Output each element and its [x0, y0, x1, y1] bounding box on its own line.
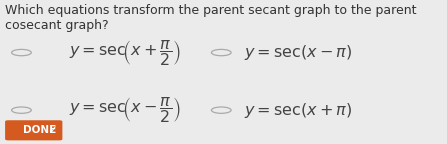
- FancyBboxPatch shape: [6, 121, 62, 140]
- Text: $y = \mathrm{sec}\!\left(x+\dfrac{\pi}{2}\right)$: $y = \mathrm{sec}\!\left(x+\dfrac{\pi}{2…: [69, 38, 181, 68]
- Text: ✓: ✓: [47, 124, 57, 137]
- Text: $y = \mathrm{sec}(x-\pi)$: $y = \mathrm{sec}(x-\pi)$: [244, 43, 352, 62]
- Text: Which equations transform the parent secant graph to the parent cosecant graph?: Which equations transform the parent sec…: [5, 4, 417, 32]
- Text: DONE: DONE: [23, 125, 56, 135]
- Text: $y = \mathrm{sec}\!\left(x-\dfrac{\pi}{2}\right)$: $y = \mathrm{sec}\!\left(x-\dfrac{\pi}{2…: [69, 95, 181, 125]
- Text: $y = \mathrm{sec}(x+\pi)$: $y = \mathrm{sec}(x+\pi)$: [244, 101, 352, 120]
